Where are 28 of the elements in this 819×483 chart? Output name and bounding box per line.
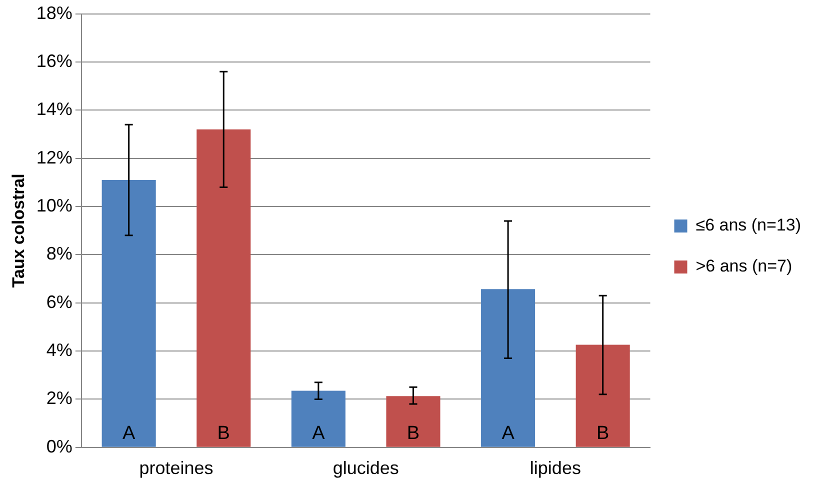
x-tick-label: proteines <box>139 458 214 478</box>
y-tick-label: 6% <box>46 292 72 312</box>
y-tick-label: 12% <box>36 147 72 168</box>
legend-label: ≤6 ans (n=13) <box>696 216 802 235</box>
y-tick-label: 4% <box>46 340 72 360</box>
y-tick-label: 14% <box>36 99 72 120</box>
y-tick-label: 8% <box>46 244 72 264</box>
bar <box>481 289 536 447</box>
y-tick-label: 2% <box>46 388 72 408</box>
bar <box>576 344 630 447</box>
y-tick-label: 18% <box>36 2 72 23</box>
data-label: B <box>596 423 610 444</box>
data-label: B <box>217 423 230 444</box>
legend-label: >6 ans (n=7) <box>696 256 792 276</box>
y-tick-label: 16% <box>36 50 72 71</box>
data-label: A <box>312 423 326 444</box>
bar <box>386 396 440 447</box>
bar <box>102 180 156 447</box>
y-tick-label: 10% <box>36 195 72 216</box>
x-tick-label: lipides <box>530 458 581 478</box>
y-axis-title: Taux colostral <box>8 174 28 288</box>
data-label: A <box>122 423 136 444</box>
data-label: A <box>502 423 515 444</box>
bar <box>196 129 251 447</box>
y-tick-label: 0% <box>46 436 72 456</box>
bar <box>291 390 346 447</box>
x-tick-label: glucides <box>332 458 399 478</box>
data-label: B <box>406 423 420 444</box>
